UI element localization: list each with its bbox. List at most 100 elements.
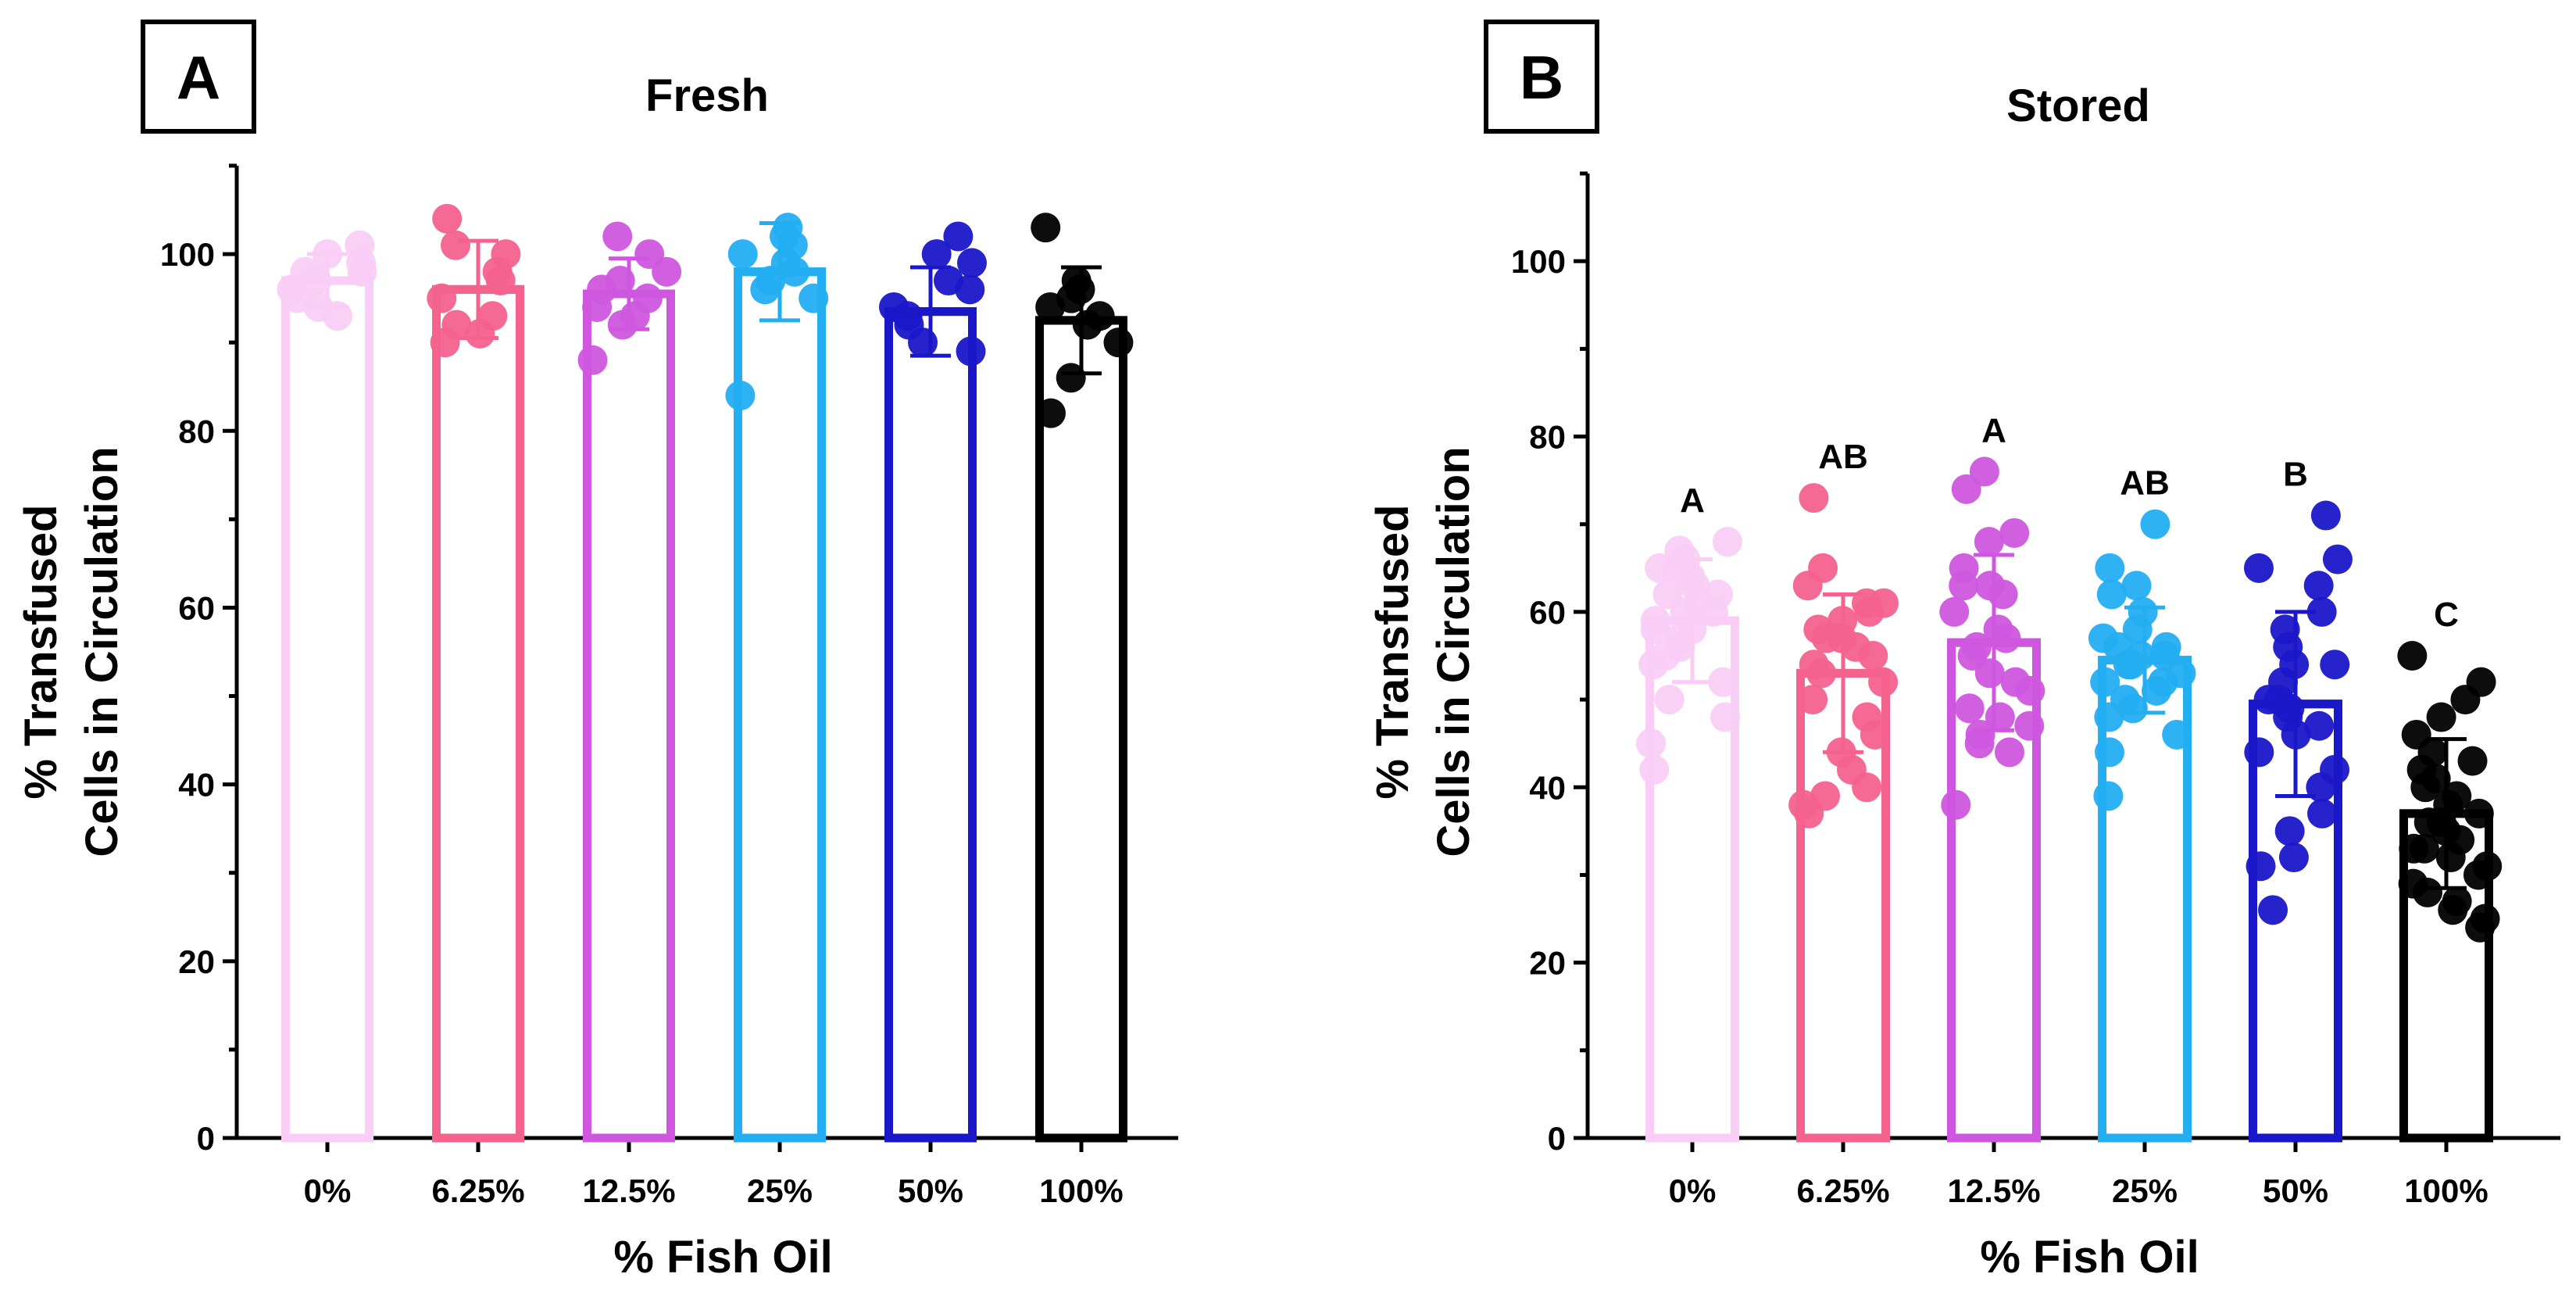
- data-point: [2263, 685, 2294, 715]
- data-point: [477, 301, 508, 331]
- data-point: [1652, 579, 1683, 610]
- data-point: [2246, 851, 2276, 882]
- y-tick-label: 100: [1511, 243, 1566, 280]
- significance-label: AB: [2120, 464, 2170, 503]
- y-tick-label: 80: [178, 413, 215, 449]
- data-point: [2121, 571, 2152, 601]
- panel-label-box: [141, 20, 256, 134]
- bar: [734, 267, 826, 1143]
- data-point: [2397, 641, 2428, 671]
- data-point: [1794, 798, 1824, 828]
- x-tick-label: 6.25%: [431, 1172, 524, 1209]
- data-point: [282, 283, 313, 313]
- panel-label: A: [177, 43, 220, 112]
- y-tick-label: 60: [178, 589, 215, 626]
- data-point: [2303, 571, 2334, 601]
- y-axis-label: % Transfused: [1367, 504, 1418, 799]
- x-axis-label: % Fish Oil: [613, 1232, 832, 1283]
- data-point: [725, 381, 756, 411]
- data-point: [2426, 702, 2456, 732]
- data-point: [1949, 571, 1979, 601]
- data-point: [1869, 588, 1899, 618]
- x-tick-label: 12.5%: [582, 1172, 675, 1209]
- chart-title: Fresh: [645, 70, 769, 121]
- y-axis-label: Cells in Circulation: [77, 446, 127, 857]
- y-tick-label: 0: [1548, 1120, 1566, 1157]
- data-point: [1639, 754, 1670, 785]
- data-point: [1852, 772, 1882, 803]
- data-point: [2465, 912, 2496, 943]
- bar: [884, 307, 977, 1143]
- data-point: [602, 221, 633, 252]
- data-point: [1712, 527, 1742, 557]
- data-point: [1799, 483, 1829, 514]
- significance-label: B: [2283, 456, 2308, 494]
- data-point: [2258, 895, 2288, 925]
- data-point: [1792, 571, 1823, 601]
- data-point: [750, 274, 781, 305]
- data-point: [1954, 693, 1985, 724]
- data-point: [2435, 843, 2466, 873]
- data-point: [908, 327, 938, 358]
- data-point: [2117, 693, 2148, 724]
- data-point: [2244, 737, 2274, 768]
- data-point: [2162, 719, 2192, 750]
- data-point: [1636, 728, 1667, 759]
- data-point: [2438, 895, 2468, 925]
- x-tick-label: 25%: [747, 1172, 813, 1209]
- data-point: [2094, 702, 2124, 732]
- y-tick-label: 60: [1529, 594, 1566, 631]
- data-point: [1999, 517, 2030, 548]
- bar: [432, 284, 524, 1143]
- bar: [583, 289, 675, 1143]
- data-point: [2322, 544, 2353, 574]
- data-point: [2095, 553, 2125, 583]
- data-point: [2094, 737, 2124, 768]
- data-point: [1974, 658, 2005, 689]
- data-point: [2457, 746, 2488, 776]
- x-tick-label: 100%: [1039, 1172, 1123, 1209]
- data-point: [1858, 641, 1888, 671]
- data-point: [2142, 675, 2172, 706]
- data-point: [577, 345, 608, 375]
- data-point: [1939, 596, 1970, 627]
- data-point: [1638, 650, 1669, 680]
- data-point: [2399, 833, 2429, 864]
- data-point: [1798, 685, 1828, 715]
- data-point: [2307, 798, 2338, 828]
- data-point: [943, 221, 974, 252]
- data-point: [2000, 667, 2031, 697]
- x-tick-label: 50%: [898, 1172, 963, 1209]
- x-tick-label: 100%: [2404, 1172, 2488, 1209]
- panel-b: B Stored 0 20 40 60 80 100 % Transfused Cells in …: [1367, 20, 2560, 1283]
- data-point: [432, 203, 463, 234]
- data-point: [2243, 553, 2274, 583]
- data-point: [2140, 509, 2170, 539]
- data-point: [1974, 527, 2004, 557]
- data-point: [1031, 213, 1061, 243]
- data-point: [1964, 728, 1995, 759]
- data-point: [1035, 398, 1066, 428]
- data-point: [1056, 363, 1086, 393]
- data-point: [2310, 500, 2341, 531]
- data-point: [1103, 327, 1134, 358]
- data-point: [921, 239, 952, 270]
- data-point: [2093, 781, 2124, 811]
- data-point: [1061, 266, 1091, 296]
- panel-label-box: [1484, 20, 1599, 134]
- bar: [1035, 316, 1127, 1143]
- data-point: [1072, 310, 1102, 340]
- y-tick-label: 100: [160, 236, 215, 273]
- bar: [281, 276, 373, 1143]
- x-tick-label: 25%: [2112, 1172, 2178, 1209]
- x-tick-label: 6.25%: [1796, 1172, 1889, 1209]
- data-point: [770, 221, 800, 252]
- x-tick-label: 0%: [1669, 1172, 1717, 1209]
- x-tick-label: 50%: [2263, 1172, 2328, 1209]
- data-point: [430, 327, 460, 358]
- chart-title: Stored: [2006, 81, 2150, 131]
- data-point: [956, 336, 986, 367]
- data-point: [1708, 667, 1738, 697]
- y-tick-label: 0: [197, 1120, 215, 1157]
